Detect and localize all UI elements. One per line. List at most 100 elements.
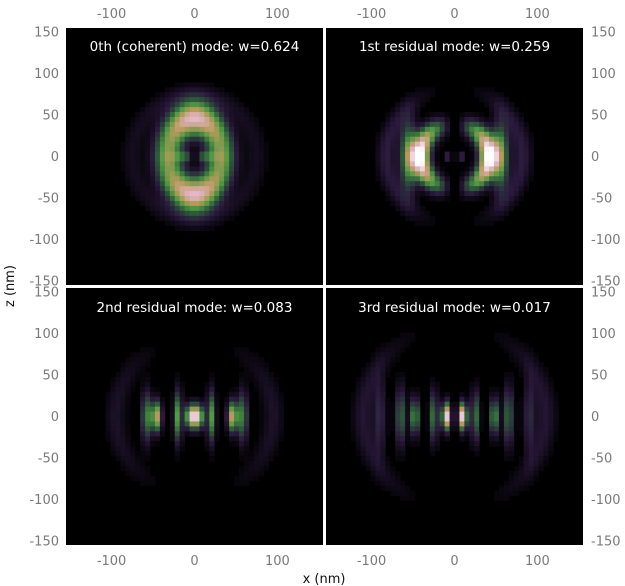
heatmap-cell <box>375 416 381 422</box>
heatmap-cell <box>224 112 230 118</box>
heatmap-cell <box>390 470 396 477</box>
heatmap-cell <box>150 426 156 432</box>
heatmap-cell <box>385 141 391 148</box>
heatmap-cell <box>115 451 121 457</box>
heatmap-cell <box>503 480 510 487</box>
heatmap-cell <box>145 406 151 412</box>
heatmap-cell <box>125 181 131 187</box>
heatmap-cell <box>355 451 361 457</box>
heatmap-cell <box>375 386 381 393</box>
heatmap-cell <box>115 401 121 408</box>
heatmap-cell <box>380 411 386 417</box>
heatmap-cell <box>498 141 505 148</box>
heatmap-cell <box>474 171 480 177</box>
heatmap-cell <box>410 102 416 108</box>
heatmap-cell <box>248 136 255 143</box>
heatmap-cell <box>189 107 195 113</box>
heatmap-cell <box>464 391 470 398</box>
heatmap-cell <box>189 131 195 138</box>
heatmap-cell <box>199 225 205 232</box>
heatmap-cell <box>419 151 426 157</box>
heatmap-cell <box>439 186 446 192</box>
heatmap-cell <box>523 411 530 417</box>
heatmap-cell <box>140 136 146 143</box>
heatmap-cell <box>528 441 534 447</box>
heatmap-cell <box>229 161 235 167</box>
heatmap-cell <box>164 191 171 197</box>
heatmap-cell <box>380 362 386 368</box>
heatmap-cell <box>479 131 485 138</box>
heatmap-cell <box>184 121 190 128</box>
heatmap-cell <box>214 107 220 113</box>
heatmap-cell <box>238 171 245 177</box>
heatmap-cell <box>199 116 205 123</box>
heatmap-cell <box>523 441 530 447</box>
heatmap-cell <box>494 416 500 422</box>
heatmap-cell <box>459 391 465 398</box>
heatmap-cell <box>528 171 534 177</box>
heatmap-cell <box>140 406 146 412</box>
heatmap-cell <box>449 416 455 422</box>
heatmap-cell <box>184 97 190 103</box>
heatmap-cell <box>494 337 500 343</box>
heatmap-cell <box>224 102 230 108</box>
heatmap-cell <box>454 416 460 422</box>
heatmap-cell <box>444 176 450 182</box>
heatmap-cell <box>174 386 181 393</box>
heatmap-cell <box>204 121 210 128</box>
heatmap-cell <box>474 191 480 197</box>
heatmap-cell <box>253 357 260 363</box>
heatmap-cell <box>380 391 386 398</box>
heatmap-cell <box>130 131 136 138</box>
y-tick-label: -100 <box>591 493 621 508</box>
heatmap-cell <box>120 166 126 172</box>
heatmap-cell <box>150 166 156 172</box>
heatmap-cell <box>538 411 544 417</box>
heatmap-cell <box>410 136 416 143</box>
heatmap-cell <box>370 401 376 408</box>
heatmap-cell <box>209 411 215 417</box>
heatmap-cell <box>464 186 470 192</box>
heatmap-cell <box>414 146 421 152</box>
heatmap-cell <box>159 171 166 177</box>
heatmap-cell <box>184 112 190 118</box>
heatmap-cell <box>380 470 386 477</box>
heatmap-cell <box>390 342 396 348</box>
heatmap-cell <box>169 220 176 227</box>
heatmap-cell <box>145 451 151 457</box>
heatmap-cell <box>474 446 480 452</box>
heatmap-cell <box>375 176 381 182</box>
heatmap-cell <box>454 401 460 408</box>
heatmap-cell <box>489 416 495 422</box>
heatmap-cell <box>234 191 240 197</box>
heatmap-cell <box>380 161 386 167</box>
heatmap-cell <box>169 136 176 143</box>
heatmap-cell <box>459 416 465 422</box>
heatmap-cell <box>238 196 245 202</box>
heatmap-cell <box>518 416 525 422</box>
heatmap-cell <box>120 436 126 442</box>
y-tick-label: 50 <box>591 369 608 384</box>
heatmap-cell <box>528 367 534 373</box>
heatmap-cell <box>508 352 515 358</box>
heatmap-cell <box>135 176 141 182</box>
heatmap-cell <box>528 357 534 363</box>
heatmap-cell <box>543 436 549 442</box>
heatmap-cell <box>164 200 171 207</box>
heatmap-cell <box>523 426 530 432</box>
heatmap-cell <box>410 421 416 427</box>
heatmap-cell <box>243 381 250 388</box>
heatmap-cell <box>400 181 406 187</box>
heatmap-cell <box>110 431 116 437</box>
heatmap-cell <box>135 451 141 457</box>
heatmap-cell <box>115 441 121 447</box>
heatmap-cell <box>518 485 525 492</box>
heatmap-cell <box>140 171 146 177</box>
heatmap-cell <box>533 456 539 462</box>
heatmap-cell <box>125 131 131 138</box>
heatmap-cell <box>204 200 210 207</box>
heatmap-cell <box>130 136 136 143</box>
heatmap-cell <box>543 441 549 447</box>
heatmap-cell <box>375 421 381 427</box>
heatmap-cell <box>179 146 186 152</box>
